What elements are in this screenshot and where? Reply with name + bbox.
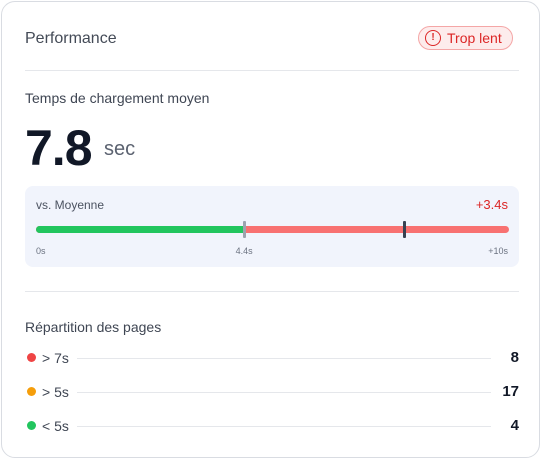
row-divider — [77, 426, 491, 427]
distribution-row: > 5s 17 — [25, 382, 519, 402]
load-time-unit: sec — [104, 138, 136, 160]
section-divider — [25, 291, 519, 292]
load-time-label: Temps de chargement moyen — [25, 90, 210, 106]
tick-label-average: 4.4s — [235, 246, 253, 256]
distribution-row-label: > 5s — [42, 384, 69, 400]
average-marker — [242, 221, 246, 238]
distribution-row-label: < 5s — [42, 418, 69, 434]
distribution-row: > 7s 8 — [25, 348, 519, 368]
header-divider — [25, 70, 519, 71]
distribution-row-count: 17 — [502, 383, 519, 400]
load-time-value: 7.8 — [25, 120, 93, 176]
distribution-row-label: > 7s — [42, 350, 69, 366]
distribution-label: Répartition des pages — [25, 319, 162, 335]
comparison-bar-fill — [36, 226, 245, 233]
current-value-marker — [403, 221, 407, 238]
distribution-row-count: 4 — [510, 417, 519, 434]
row-divider — [77, 392, 491, 393]
comparison-panel: vs. Moyenne +3.4s 0s 4.4s +10s — [25, 186, 519, 267]
row-divider — [77, 358, 491, 359]
orange-dot-icon — [27, 387, 36, 396]
comparison-bar — [36, 226, 509, 233]
status-badge: ! Trop lent — [418, 26, 513, 50]
card-title: Performance — [25, 30, 117, 47]
comparison-label: vs. Moyenne — [36, 198, 105, 212]
tick-label-min: 0s — [36, 246, 46, 256]
distribution-row-count: 8 — [510, 349, 519, 366]
alert-circle-icon: ! — [425, 30, 441, 46]
distribution-row: < 5s 4 — [25, 416, 519, 436]
comparison-diff: +3.4s — [475, 197, 508, 212]
tick-label-max: +10s — [488, 246, 508, 256]
red-dot-icon — [27, 353, 36, 362]
green-dot-icon — [27, 421, 36, 430]
status-badge-label: Trop lent — [447, 30, 502, 46]
